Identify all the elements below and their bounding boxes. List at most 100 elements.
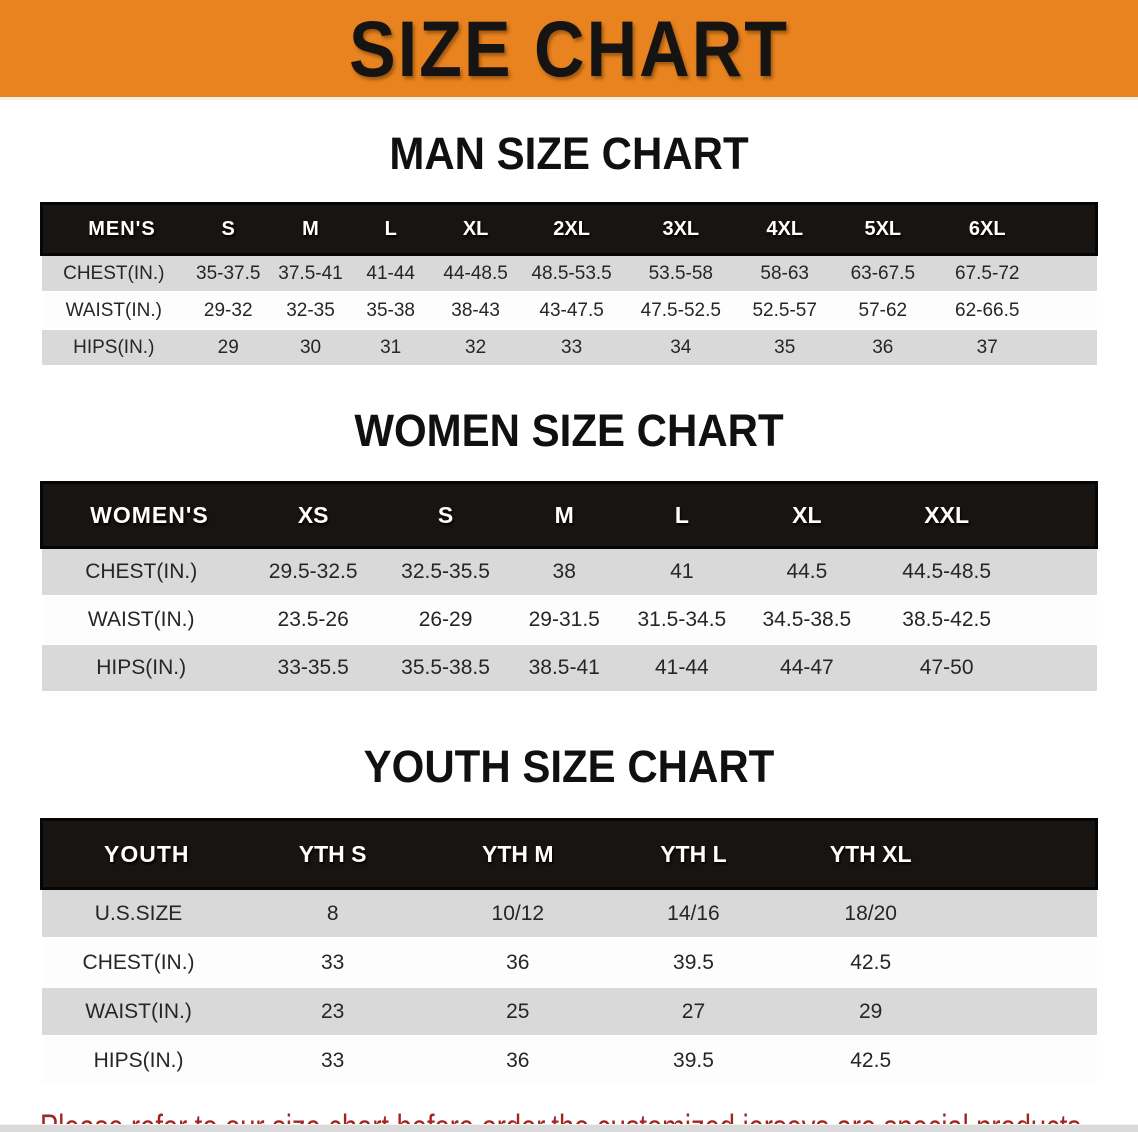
value-cell: 41-44 bbox=[350, 253, 431, 292]
value-cell: 35-37.5 bbox=[186, 253, 271, 292]
value-cell bbox=[1020, 546, 1097, 596]
value-cell bbox=[1039, 253, 1097, 292]
section-youth: YOUTH SIZE CHART YOUTH YTH S YTH M YTH L YTH … bbox=[0, 741, 1138, 1084]
value-cell: 29 bbox=[781, 986, 961, 1036]
value-cell: 58-63 bbox=[738, 253, 831, 292]
row-label-cell: WAIST(IN.) bbox=[41, 291, 187, 329]
section-men: MAN SIZE CHART MEN'S S M L XL 2XL 3XL 4XL 5XL 6XL C… bbox=[0, 128, 1138, 365]
size-column-header: YTH XL bbox=[829, 840, 912, 867]
table-row: CHEST(IN.) 33 36 39.5 42.5 bbox=[41, 937, 1097, 987]
value-cell: 29-32 bbox=[186, 291, 271, 329]
value-cell: 48.5-53.5 bbox=[520, 253, 623, 292]
value-cell: 44-47 bbox=[740, 643, 873, 691]
size-column-header: YTH S bbox=[298, 840, 367, 867]
size-column-header: XS bbox=[297, 501, 329, 528]
value-cell: 44.5 bbox=[740, 546, 873, 596]
value-cell: 27 bbox=[605, 986, 782, 1036]
table-header-row: YOUTH YTH S YTH M YTH L YTH XL bbox=[41, 819, 1097, 889]
size-column-header: S bbox=[221, 217, 235, 240]
value-cell bbox=[960, 986, 1097, 1036]
bottom-edge-strip bbox=[0, 1124, 1138, 1132]
value-cell: 47-50 bbox=[872, 643, 1021, 691]
size-column-header: 5XL bbox=[864, 217, 902, 240]
value-cell: 53.5-58 bbox=[622, 253, 739, 292]
value-cell: 31.5-34.5 bbox=[622, 595, 741, 644]
value-cell: 63-67.5 bbox=[830, 253, 936, 292]
size-column-header: XXL bbox=[924, 501, 970, 528]
row-label-cell: HIPS(IN.) bbox=[41, 328, 187, 365]
section-heading-youth: YOUTH SIZE CHART bbox=[363, 741, 775, 792]
value-cell: 44-48.5 bbox=[430, 253, 521, 292]
table-title-cell: YOUTH bbox=[104, 840, 190, 867]
value-cell: 37 bbox=[935, 328, 1040, 365]
section-heading-women: WOMEN SIZE CHART bbox=[354, 405, 784, 456]
banner-title: SIZE CHART bbox=[349, 4, 789, 93]
row-label-cell: WAIST(IN.) bbox=[41, 986, 236, 1036]
value-cell: 32 bbox=[430, 328, 521, 365]
value-cell: 52.5-57 bbox=[738, 291, 831, 329]
row-label-cell: CHEST(IN.) bbox=[41, 546, 241, 596]
value-cell: 23.5-26 bbox=[240, 595, 386, 644]
value-cell bbox=[960, 1035, 1097, 1084]
size-column-header: 2XL bbox=[553, 217, 590, 240]
value-cell: 26-29 bbox=[385, 595, 506, 644]
value-cell: 41-44 bbox=[622, 643, 741, 691]
value-cell bbox=[1020, 595, 1097, 644]
size-column-header: XL bbox=[462, 217, 489, 240]
size-table-youth: YOUTH YTH S YTH M YTH L YTH XL U.S.SIZE 8 10/12… bbox=[40, 818, 1098, 1084]
table-row: CHEST(IN.) 35-37.5 37.5-41 41-44 44-48.5 48.5… bbox=[41, 253, 1097, 292]
value-cell: 8 bbox=[235, 887, 430, 938]
value-cell: 38-43 bbox=[430, 291, 521, 329]
value-cell: 23 bbox=[235, 986, 430, 1036]
value-cell: 38 bbox=[505, 546, 623, 596]
value-cell: 34.5-38.5 bbox=[740, 595, 873, 644]
table-row: WAIST(IN.) 23.5-26 26-29 29-31.5 31.5-34.5 34… bbox=[41, 595, 1097, 644]
row-label-cell: WAIST(IN.) bbox=[41, 595, 241, 644]
size-column-header: M bbox=[554, 501, 574, 528]
table-row: HIPS(IN.) 29 30 31 32 33 34 35 36 37 bbox=[41, 328, 1097, 365]
table-row: WAIST(IN.) 23 25 27 29 bbox=[41, 986, 1097, 1036]
value-cell bbox=[1020, 643, 1097, 691]
table-title-cell: WOMEN'S bbox=[90, 501, 209, 528]
value-cell: 35-38 bbox=[350, 291, 431, 329]
value-cell bbox=[960, 937, 1097, 987]
size-column-header: XL bbox=[792, 501, 822, 528]
row-label-cell: CHEST(IN.) bbox=[41, 937, 236, 987]
value-cell bbox=[960, 887, 1097, 938]
size-column-header: 6XL bbox=[968, 217, 1006, 240]
size-column-header: 4XL bbox=[766, 217, 804, 240]
row-label-cell: HIPS(IN.) bbox=[41, 643, 241, 691]
table-row: U.S.SIZE 8 10/12 14/16 18/20 bbox=[41, 887, 1097, 938]
value-cell: 10/12 bbox=[429, 887, 606, 938]
size-column-header: L bbox=[674, 501, 689, 528]
size-column-header: M bbox=[302, 217, 319, 240]
value-cell: 36 bbox=[830, 328, 936, 365]
value-cell: 47.5-52.5 bbox=[622, 291, 739, 329]
row-label-cell: HIPS(IN.) bbox=[41, 1035, 236, 1084]
size-column-header: L bbox=[384, 217, 397, 240]
value-cell: 18/20 bbox=[781, 887, 961, 938]
value-cell: 35.5-38.5 bbox=[385, 643, 506, 691]
table-header-row: WOMEN'S XS S M L XL XXL bbox=[41, 482, 1097, 548]
value-cell: 38.5-42.5 bbox=[872, 595, 1021, 644]
value-cell: 62-66.5 bbox=[935, 291, 1040, 329]
section-women: WOMEN SIZE CHART WOMEN'S XS S M L XL XXL CHEST(I… bbox=[0, 405, 1138, 691]
value-cell bbox=[1039, 328, 1097, 365]
value-cell: 29-31.5 bbox=[505, 595, 623, 644]
size-column-header bbox=[960, 820, 1096, 889]
value-cell: 31 bbox=[350, 328, 431, 365]
row-label-cell: CHEST(IN.) bbox=[41, 253, 187, 292]
section-heading-men: MAN SIZE CHART bbox=[389, 128, 749, 179]
value-cell: 33 bbox=[520, 328, 623, 365]
value-cell: 57-62 bbox=[830, 291, 936, 329]
value-cell: 67.5-72 bbox=[935, 253, 1040, 292]
table-row: HIPS(IN.) 33 36 39.5 42.5 bbox=[41, 1035, 1097, 1084]
value-cell: 42.5 bbox=[781, 937, 961, 987]
value-cell bbox=[1039, 291, 1097, 329]
size-column-header bbox=[1039, 204, 1096, 255]
value-cell: 41 bbox=[622, 546, 741, 596]
table-title-cell: MEN'S bbox=[88, 217, 156, 240]
value-cell: 14/16 bbox=[605, 887, 782, 938]
size-column-header: 3XL bbox=[662, 217, 700, 240]
value-cell: 42.5 bbox=[781, 1035, 961, 1084]
